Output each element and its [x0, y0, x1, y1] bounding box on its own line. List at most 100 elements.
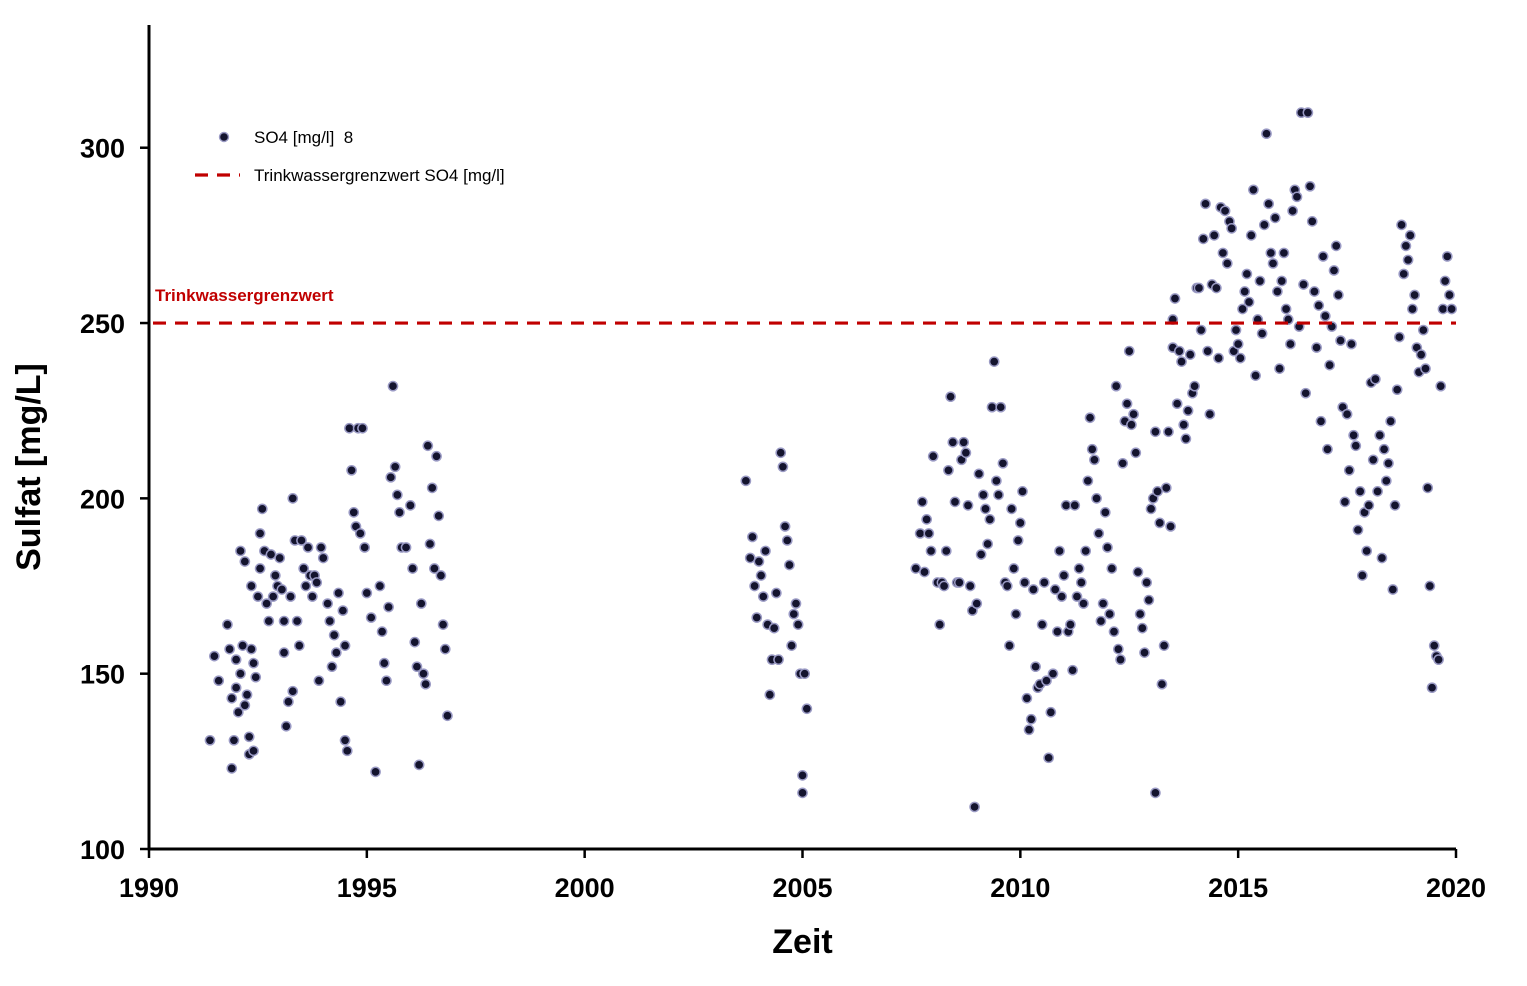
data-point [1265, 247, 1277, 259]
data-point [757, 591, 769, 602]
data-point [1084, 412, 1096, 424]
data-point [254, 528, 266, 539]
data-point [1324, 359, 1336, 371]
data-point [328, 629, 340, 641]
data-point [1067, 664, 1078, 676]
data-point [1428, 640, 1440, 651]
data-point [1446, 303, 1457, 315]
data-point [269, 570, 281, 581]
data-point [437, 619, 449, 630]
data-point [1104, 608, 1115, 620]
data-point [278, 647, 290, 658]
data-point [313, 675, 325, 687]
data-point [278, 615, 290, 627]
data-points-layer [204, 107, 1457, 813]
data-point [1156, 678, 1168, 690]
data-point [749, 580, 760, 592]
data-point [1045, 706, 1057, 718]
data-point [1110, 380, 1122, 392]
data-point [1071, 591, 1083, 602]
data-point [744, 552, 756, 564]
data-point [1178, 419, 1190, 431]
data-point [1136, 622, 1148, 634]
data-point [1184, 349, 1196, 360]
data-point [324, 615, 336, 627]
data-point [945, 391, 956, 403]
data-point [921, 514, 933, 525]
data-point [943, 464, 954, 476]
data-point [1010, 608, 1022, 620]
data-point [261, 598, 272, 609]
data-point [1174, 345, 1185, 357]
data-point [246, 580, 257, 592]
data-point [283, 696, 294, 708]
data-point [1211, 282, 1222, 294]
data-point [387, 380, 399, 392]
data-point [433, 510, 445, 522]
data-point [1047, 668, 1059, 680]
data-point [1217, 247, 1229, 259]
data-point [1291, 191, 1303, 203]
data-point [407, 563, 418, 574]
data-point [237, 640, 249, 651]
data-point [374, 580, 386, 592]
data-point [383, 601, 394, 613]
data-point [1152, 485, 1163, 497]
data-point [1232, 338, 1244, 350]
data-point [1182, 405, 1194, 417]
data-point [1396, 219, 1407, 231]
data-point [422, 440, 434, 452]
data-point [969, 801, 980, 813]
data-point [1078, 598, 1089, 609]
data-point [1115, 654, 1126, 666]
data-point [1433, 654, 1444, 666]
data-point [285, 591, 296, 602]
data-point [1241, 268, 1253, 280]
data-point [439, 643, 451, 655]
data-point [1091, 493, 1102, 504]
data-point [431, 450, 442, 462]
data-point [263, 615, 275, 627]
data-point [341, 745, 353, 757]
data-point [991, 475, 1002, 487]
data-point [927, 450, 939, 462]
data-point [346, 464, 357, 476]
legend-label-limit: Trinkwassergrenzwert SO4 [mg/l] [254, 166, 505, 185]
data-point [1346, 338, 1357, 350]
data-point [1376, 552, 1388, 564]
data-point [1352, 524, 1364, 536]
data-point [339, 734, 351, 746]
data-point [315, 542, 327, 553]
data-point [296, 535, 307, 546]
data-point [1302, 107, 1314, 119]
data-point [1189, 380, 1200, 392]
data-point [1219, 205, 1231, 217]
data-point [1099, 507, 1111, 518]
data-point [1274, 363, 1285, 374]
data-point [1006, 503, 1017, 515]
data-point [1075, 577, 1087, 588]
data-point [1391, 384, 1403, 396]
data-point [378, 657, 390, 669]
data-point [287, 493, 299, 504]
data-point [280, 720, 292, 732]
data-point [1298, 279, 1309, 290]
data-point [1025, 713, 1037, 725]
data-point [1208, 230, 1220, 241]
data-point [248, 657, 259, 669]
data-point [1372, 485, 1383, 497]
data-point [1385, 415, 1397, 427]
data-point [916, 496, 928, 508]
data-point [1043, 752, 1055, 764]
data-point [394, 507, 405, 518]
data-point [1158, 640, 1170, 651]
data-point [330, 647, 342, 658]
data-point [1023, 724, 1035, 736]
legend-marker-so4 [218, 131, 230, 143]
data-point [1335, 335, 1346, 346]
y-tick-label: 200 [80, 484, 125, 514]
data-point [1339, 496, 1351, 508]
data-point [226, 692, 238, 704]
data-point [1441, 251, 1453, 262]
data-point [797, 770, 808, 781]
